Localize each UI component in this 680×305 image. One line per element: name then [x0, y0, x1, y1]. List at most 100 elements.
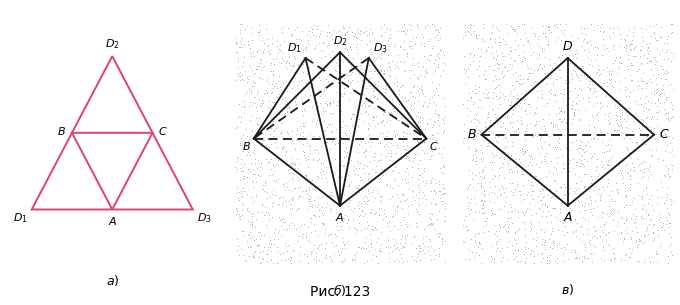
Point — [428, 176, 439, 181]
Point — [248, 168, 258, 173]
Point — [596, 256, 607, 260]
Point — [475, 97, 486, 102]
Point — [379, 72, 390, 77]
Point — [473, 118, 484, 123]
Point — [506, 181, 517, 186]
Point — [581, 41, 592, 45]
Point — [383, 238, 394, 243]
Point — [579, 150, 590, 155]
Point — [353, 26, 364, 30]
Point — [534, 136, 545, 141]
Point — [316, 167, 326, 171]
Point — [320, 241, 331, 246]
Point — [622, 145, 633, 149]
Point — [544, 142, 555, 147]
Point — [371, 114, 381, 119]
Point — [464, 248, 475, 253]
Point — [432, 37, 443, 42]
Point — [392, 53, 403, 58]
Point — [381, 181, 392, 186]
Point — [271, 260, 282, 265]
Point — [235, 77, 245, 82]
Point — [642, 166, 653, 171]
Point — [462, 204, 473, 209]
Point — [362, 112, 373, 117]
Point — [511, 229, 522, 234]
Point — [605, 155, 615, 160]
Point — [265, 142, 276, 147]
Point — [399, 130, 410, 135]
Point — [364, 47, 375, 52]
Point — [640, 115, 651, 120]
Point — [288, 222, 299, 227]
Point — [269, 113, 279, 118]
Point — [371, 240, 381, 245]
Point — [326, 190, 337, 195]
Point — [371, 253, 382, 258]
Point — [479, 39, 490, 44]
Point — [516, 59, 527, 63]
Point — [503, 239, 514, 243]
Point — [577, 162, 588, 167]
Point — [596, 215, 607, 220]
Point — [514, 100, 525, 105]
Point — [257, 127, 268, 132]
Point — [362, 223, 373, 228]
Point — [497, 184, 508, 188]
Point — [369, 151, 380, 156]
Point — [573, 97, 584, 102]
Point — [588, 188, 598, 192]
Point — [598, 37, 609, 42]
Point — [324, 101, 335, 106]
Point — [615, 79, 626, 84]
Point — [272, 38, 283, 43]
Point — [237, 201, 248, 206]
Point — [539, 128, 550, 133]
Point — [625, 255, 636, 260]
Point — [555, 185, 566, 189]
Point — [411, 125, 422, 130]
Point — [640, 209, 651, 214]
Point — [571, 188, 581, 193]
Point — [515, 59, 526, 64]
Point — [398, 83, 409, 88]
Point — [360, 54, 371, 59]
Point — [561, 21, 572, 26]
Point — [471, 202, 481, 207]
Point — [462, 106, 473, 110]
Point — [647, 202, 658, 207]
Point — [621, 162, 632, 167]
Point — [292, 196, 303, 201]
Point — [660, 149, 670, 153]
Point — [381, 68, 392, 73]
Point — [345, 197, 356, 202]
Point — [368, 61, 379, 66]
Point — [285, 201, 296, 206]
Point — [320, 227, 330, 231]
Point — [433, 81, 444, 86]
Point — [579, 70, 590, 75]
Point — [233, 58, 244, 63]
Point — [293, 37, 304, 41]
Point — [507, 221, 517, 226]
Point — [243, 232, 254, 237]
Point — [249, 198, 260, 203]
Point — [520, 231, 530, 236]
Point — [481, 126, 492, 131]
Point — [412, 209, 423, 214]
Point — [578, 241, 589, 246]
Point — [403, 179, 413, 184]
Point — [564, 148, 575, 153]
Point — [464, 22, 475, 27]
Point — [581, 256, 592, 260]
Point — [392, 79, 403, 84]
Point — [506, 153, 517, 158]
Point — [335, 151, 345, 156]
Point — [333, 248, 343, 253]
Point — [360, 141, 371, 146]
Point — [402, 54, 413, 59]
Point — [407, 187, 418, 192]
Point — [544, 134, 555, 138]
Point — [352, 46, 362, 51]
Point — [618, 174, 629, 179]
